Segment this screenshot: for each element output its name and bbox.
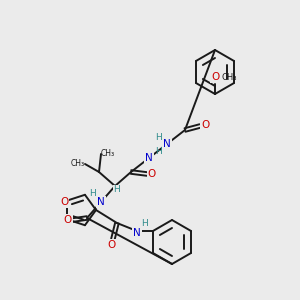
Text: O: O xyxy=(64,215,72,225)
Text: N: N xyxy=(145,153,153,163)
Text: CH₃: CH₃ xyxy=(221,73,237,82)
Text: H: H xyxy=(142,218,148,227)
Text: O: O xyxy=(148,169,156,179)
Text: N: N xyxy=(97,197,105,207)
Text: H: H xyxy=(154,146,161,155)
Text: N: N xyxy=(163,139,171,149)
Text: O: O xyxy=(201,120,209,130)
Text: O: O xyxy=(60,196,68,207)
Text: H: H xyxy=(114,185,120,194)
Text: CH₃: CH₃ xyxy=(101,148,115,158)
Text: H: H xyxy=(156,133,162,142)
Text: N: N xyxy=(133,228,141,238)
Text: O: O xyxy=(211,72,219,82)
Text: CH₃: CH₃ xyxy=(71,158,85,167)
Text: H: H xyxy=(90,190,96,199)
Text: O: O xyxy=(108,240,116,250)
